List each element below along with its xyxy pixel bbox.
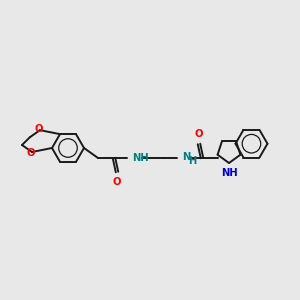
Text: N: N — [182, 152, 190, 162]
Text: O: O — [195, 129, 203, 139]
Text: O: O — [113, 177, 121, 187]
Text: O: O — [35, 124, 43, 134]
Text: H: H — [188, 156, 197, 166]
Text: NH: NH — [221, 168, 237, 178]
Text: NH: NH — [132, 153, 148, 163]
Text: O: O — [27, 148, 35, 158]
